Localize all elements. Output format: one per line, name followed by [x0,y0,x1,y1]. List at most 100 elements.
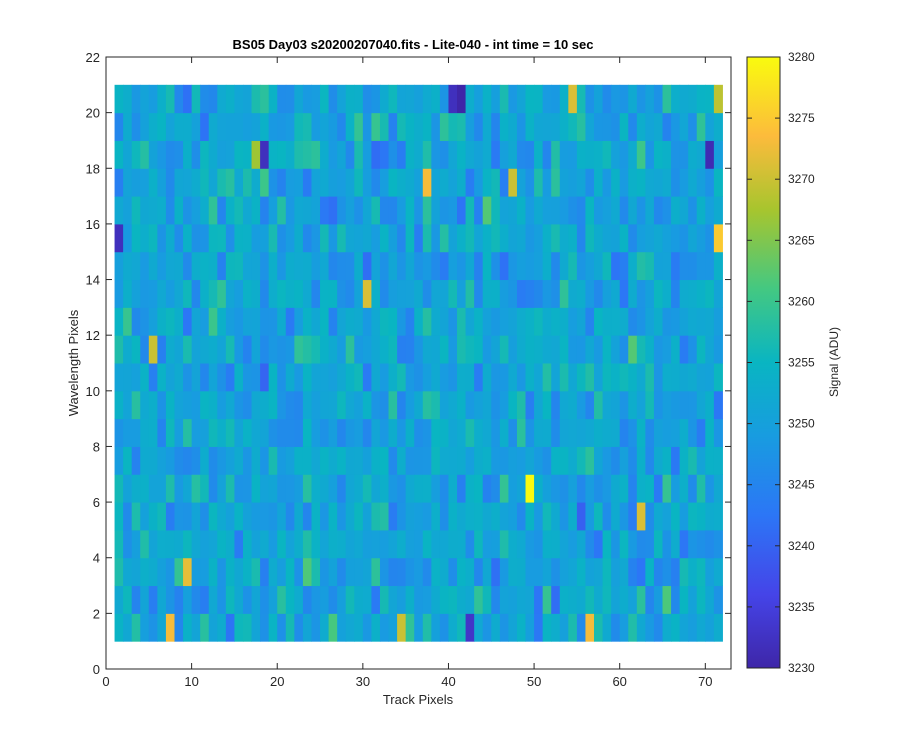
heatmap-cell [371,613,381,642]
heatmap-cell [457,140,467,169]
heatmap-cell [371,168,381,197]
heatmap-cell [499,140,509,169]
heatmap-cell [294,502,304,531]
heatmap-cell [602,613,612,642]
heatmap-cell [200,585,210,614]
heatmap-cell [148,557,158,587]
heatmap-cell [328,418,338,447]
heatmap-cell [225,196,235,225]
heatmap-cell [525,529,535,559]
heatmap-cell [362,390,372,420]
heatmap-cell [465,474,475,503]
heatmap-cell [653,335,664,364]
heatmap-cell [653,168,664,197]
heatmap-cell [628,196,638,225]
heatmap-cell [217,418,227,447]
heatmap-cell [354,168,364,197]
heatmap-cell [448,474,458,503]
heatmap-cell [431,251,441,281]
heatmap-cell [457,251,467,281]
heatmap-cell [414,112,424,141]
heatmap-cell [619,140,629,169]
heatmap-cell [140,474,150,503]
heatmap-cell [388,585,398,614]
heatmap-cell [671,112,681,141]
heatmap-cell [534,84,544,114]
heatmap-cell [653,112,664,141]
heatmap-cell [516,112,527,141]
heatmap-cell [328,390,338,420]
heatmap-cell [534,585,544,614]
heatmap-cell [320,613,330,642]
heatmap-cell [251,307,261,336]
heatmap-cell [457,474,467,503]
heatmap-cell [688,168,698,197]
heatmap-cell [559,307,569,336]
heatmap-cell [534,418,544,447]
heatmap-cell [679,168,689,197]
heatmap-cell [611,84,621,114]
heatmap-cell [183,557,193,587]
heatmap-cell [542,529,552,559]
heatmap-cell [662,390,672,420]
y-tick-label: 22 [86,50,100,65]
heatmap-cell [534,557,544,587]
heatmap-cell [397,474,407,503]
heatmap-cell [200,196,210,225]
heatmap-cell [482,279,492,308]
heatmap-cell [439,307,449,336]
heatmap-cell [251,335,261,364]
heatmap-cell [277,84,287,114]
heatmap-cell [499,446,509,475]
heatmap-cell [354,446,364,475]
heatmap-cell [148,363,158,392]
heatmap-cell [576,418,586,447]
heatmap-cell [294,529,304,559]
heatmap-cell [131,251,141,281]
heatmap-cell [200,335,210,364]
heatmap-cell [568,223,578,253]
heatmap-cell [568,418,578,447]
heatmap-cell [311,223,321,253]
heatmap-cell [140,196,150,225]
heatmap-cell [491,251,501,281]
y-tick-label: 4 [93,551,100,566]
heatmap-cell [636,446,646,475]
heatmap-cell [397,585,407,614]
heatmap-cell [585,613,595,642]
heatmap-cell [405,140,415,169]
heatmap-cell [165,390,175,420]
heatmap-cell [585,307,595,336]
heatmap-cell [576,474,586,503]
heatmap-cell [585,363,595,392]
heatmap-cell [662,363,672,392]
heatmap-cell [405,613,415,642]
heatmap-cell [688,557,698,587]
heatmap-cell [191,363,201,392]
heatmap-cell [294,446,304,475]
heatmap-cell [345,363,355,392]
heatmap-cell [388,390,398,420]
heatmap-cell [499,390,509,420]
heatmap-cell [431,335,441,364]
heatmap-cell [191,529,201,559]
heatmap-cell [131,502,141,531]
heatmap-cell [251,502,261,531]
heatmap-cell [696,335,706,364]
heatmap-cell [217,196,227,225]
heatmap-cell [525,112,535,141]
heatmap-cell [208,363,218,392]
heatmap-cell [679,585,689,614]
heatmap-cell [525,196,535,225]
heatmap-cell [551,502,561,531]
heatmap-cell [619,168,629,197]
heatmap-cell [688,363,698,392]
heatmap-cell [568,390,578,420]
heatmap-cell [594,418,604,447]
heatmap-cell [491,502,501,531]
heatmap-cell [302,557,312,587]
heatmap-cell [653,307,664,336]
heatmap-cell [268,196,278,225]
heatmap-cell [294,307,304,336]
heatmap-cell [328,251,338,281]
